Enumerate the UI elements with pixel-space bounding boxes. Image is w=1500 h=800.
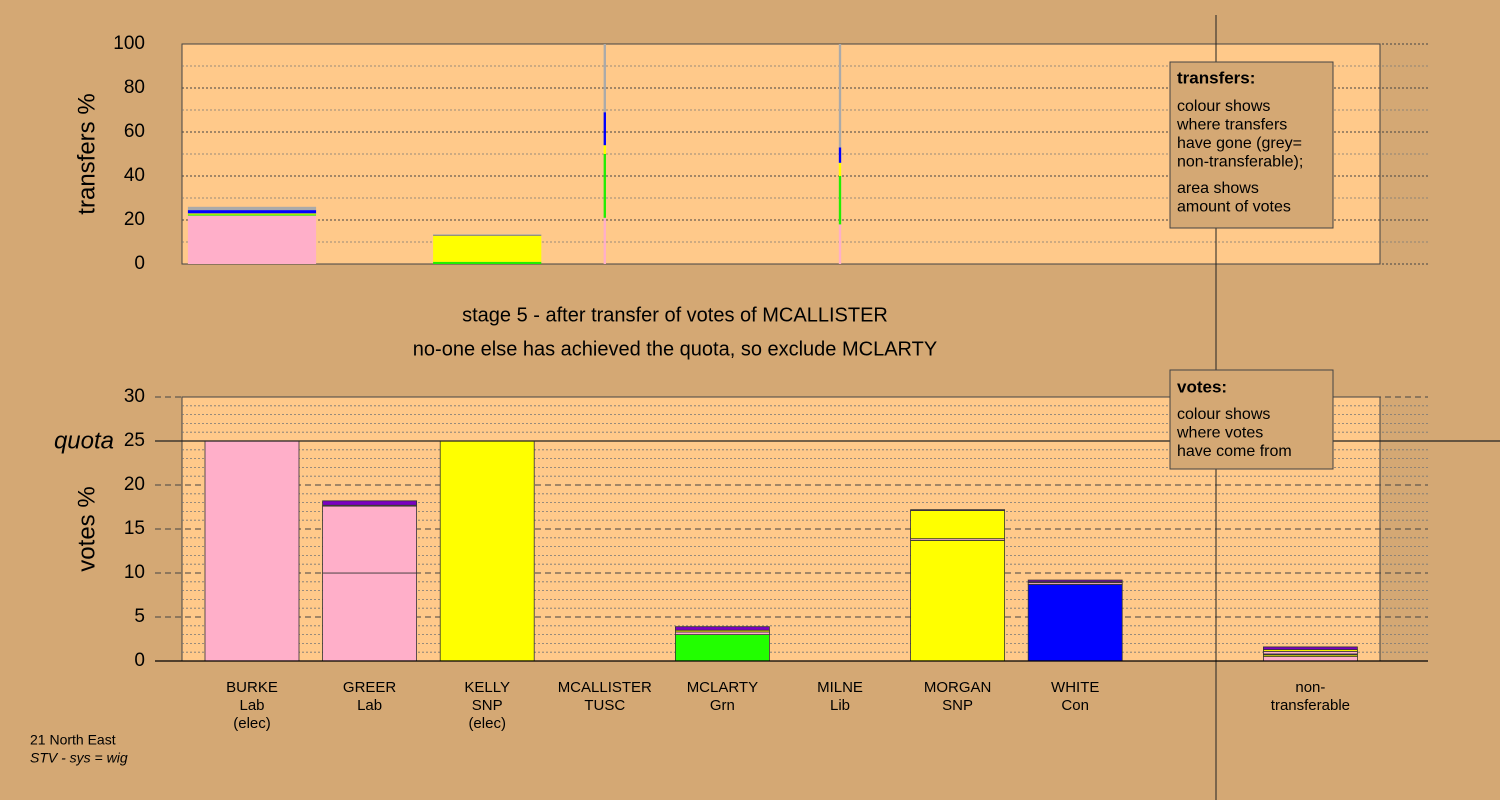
note-box — [1169, 369, 1334, 470]
y-tick-label: 15 — [124, 518, 145, 539]
bar-segment — [1263, 646, 1358, 650]
note-text: have gone (grey= — [1177, 135, 1302, 152]
bar-segment — [187, 206, 317, 211]
note-box — [1169, 61, 1334, 229]
bar-segment — [433, 234, 542, 235]
bar-segment — [1263, 656, 1358, 662]
note-text: non-transferable); — [1177, 154, 1303, 171]
bar-segment — [1027, 584, 1123, 662]
y-tick-label: 10 — [124, 562, 145, 583]
bar-segment — [187, 210, 317, 214]
bar-segment — [603, 145, 606, 154]
bar-segment — [433, 261, 542, 264]
category-label: (elec) — [468, 715, 506, 732]
bar-segment — [910, 509, 1005, 511]
category-label: Lab — [357, 697, 382, 714]
bar-segment — [187, 213, 317, 215]
y-tick-label: 40 — [124, 165, 145, 186]
note-title: votes: — [1177, 377, 1227, 396]
stage-note: no-one else has achieved the quota, so e… — [413, 338, 937, 360]
bar-segment — [187, 214, 317, 216]
note-text: amount of votes — [1177, 199, 1291, 216]
bar-segment — [603, 154, 606, 218]
y-tick-label: 80 — [124, 77, 145, 98]
y-tick-label: 20 — [124, 474, 145, 495]
bar-segment — [433, 235, 542, 262]
bar-layer — [187, 44, 1358, 662]
category-label: BURKE — [226, 679, 278, 696]
bar-segment — [204, 440, 300, 662]
bar-segment — [322, 505, 418, 574]
system: STV - sys = wig — [30, 750, 128, 766]
bar-segment — [675, 634, 770, 662]
y-tick-label: 20 — [124, 209, 145, 230]
category-label: WHITE — [1051, 679, 1099, 696]
bar-segment — [675, 626, 770, 631]
bar-segment — [322, 572, 418, 662]
category-label: (elec) — [233, 715, 271, 732]
note-text: colour shows — [1177, 98, 1270, 115]
category-label: Con — [1061, 697, 1089, 714]
note-title: transfers: — [1177, 68, 1255, 87]
y-tick-label: 100 — [113, 33, 145, 54]
note-text: colour shows — [1177, 406, 1270, 423]
category-label: GREER — [343, 679, 397, 696]
y-tick-label: 60 — [124, 121, 145, 142]
bar-segment — [838, 162, 842, 176]
category-label: MILNE — [817, 679, 863, 696]
y-tick-label: 0 — [134, 253, 145, 274]
bar-segment — [603, 217, 606, 264]
y-tick-label: 25 — [124, 430, 145, 451]
y-tick-label: 30 — [124, 386, 145, 407]
category-label: KELLY — [464, 679, 510, 696]
y-axis-label: transfers % — [73, 93, 100, 214]
note-text: where transfers — [1176, 117, 1287, 134]
category-label: MORGAN — [924, 679, 992, 696]
y-tick-label: 0 — [134, 650, 145, 671]
bar-segment — [838, 224, 842, 264]
category-label: transferable — [1271, 697, 1350, 714]
bar-segment — [439, 440, 535, 662]
y-tick-label: 5 — [134, 606, 145, 627]
region: 21 North East — [30, 732, 116, 748]
bar-segment — [910, 540, 1005, 662]
category-label: non- — [1295, 679, 1325, 696]
bar-segment — [187, 215, 317, 264]
category-label: Grn — [710, 697, 735, 714]
category-label: SNP — [472, 697, 503, 714]
bar-segment — [603, 112, 606, 146]
bar-segment — [838, 176, 842, 225]
y-axis-label: votes % — [73, 486, 100, 571]
category-label: MCLARTY — [687, 679, 758, 696]
bar-segment — [1027, 579, 1123, 583]
category-label: Lib — [830, 697, 850, 714]
quota-label: quota — [54, 427, 114, 454]
note-text: area shows — [1177, 180, 1259, 197]
category-label: TUSC — [584, 697, 625, 714]
category-label: Lab — [239, 697, 264, 714]
bar-segment — [838, 147, 842, 163]
bar-segment — [910, 510, 1005, 540]
note-text: where votes — [1176, 425, 1263, 442]
bar-segment — [322, 500, 418, 506]
category-label: SNP — [942, 697, 973, 714]
stage-title: stage 5 - after transfer of votes of MCA… — [462, 304, 888, 326]
category-label: MCALLISTER — [558, 679, 652, 696]
bar-segment — [603, 44, 606, 113]
note-text: have come from — [1177, 443, 1292, 460]
bar-segment — [838, 44, 842, 148]
